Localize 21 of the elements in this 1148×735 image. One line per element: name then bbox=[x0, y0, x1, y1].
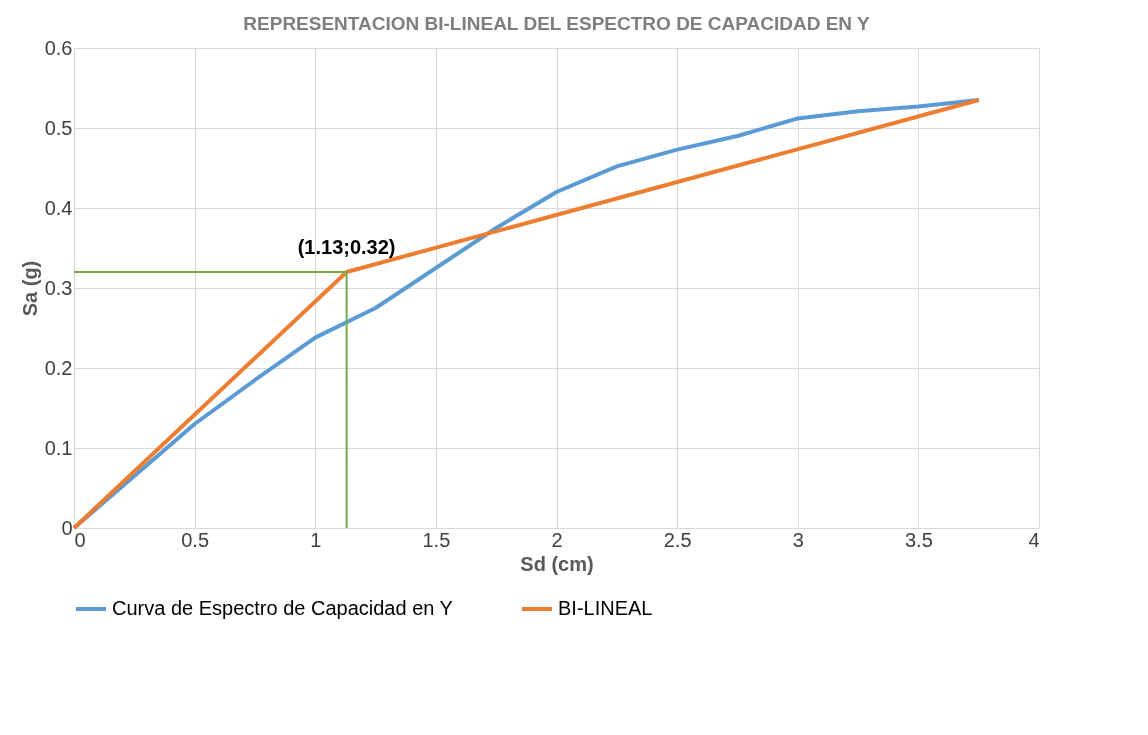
y-tick-label: 0.1 bbox=[44, 436, 73, 459]
chart-title: REPRESENTACION BI-LINEAL DEL ESPECTRO DE CAPACIDAD EN Y bbox=[243, 13, 871, 34]
y-tick-label: 0.6 bbox=[44, 36, 73, 59]
x-tick-label: 1.5 bbox=[422, 528, 451, 551]
x-tick-label: 2.5 bbox=[663, 528, 692, 551]
y-tick-label: 0.2 bbox=[44, 356, 73, 379]
y-tick-label: 0.5 bbox=[44, 116, 73, 139]
x-tick-label: 1 bbox=[310, 528, 322, 551]
annotation: (1.13;0.32) bbox=[297, 236, 396, 258]
x-tick-label: 3 bbox=[792, 528, 804, 551]
legend-label: Curva de Espectro de Capacidad en Y bbox=[112, 597, 453, 619]
line-series bbox=[72, 98, 981, 530]
x-tick-label: 2 bbox=[551, 528, 563, 551]
x-tick-label: 0.5 bbox=[181, 528, 210, 551]
y-axis-title: Sa (g) bbox=[18, 260, 41, 317]
legend-label: BI-LINEAL bbox=[558, 597, 653, 619]
x-tick-label: 4 bbox=[1028, 528, 1040, 551]
y-tick-label: 0.4 bbox=[44, 196, 73, 219]
x-axis-title: Sd (cm) bbox=[520, 552, 594, 575]
y-tick-label: 0.3 bbox=[44, 276, 73, 299]
x-tick-label: 3.5 bbox=[904, 528, 933, 551]
